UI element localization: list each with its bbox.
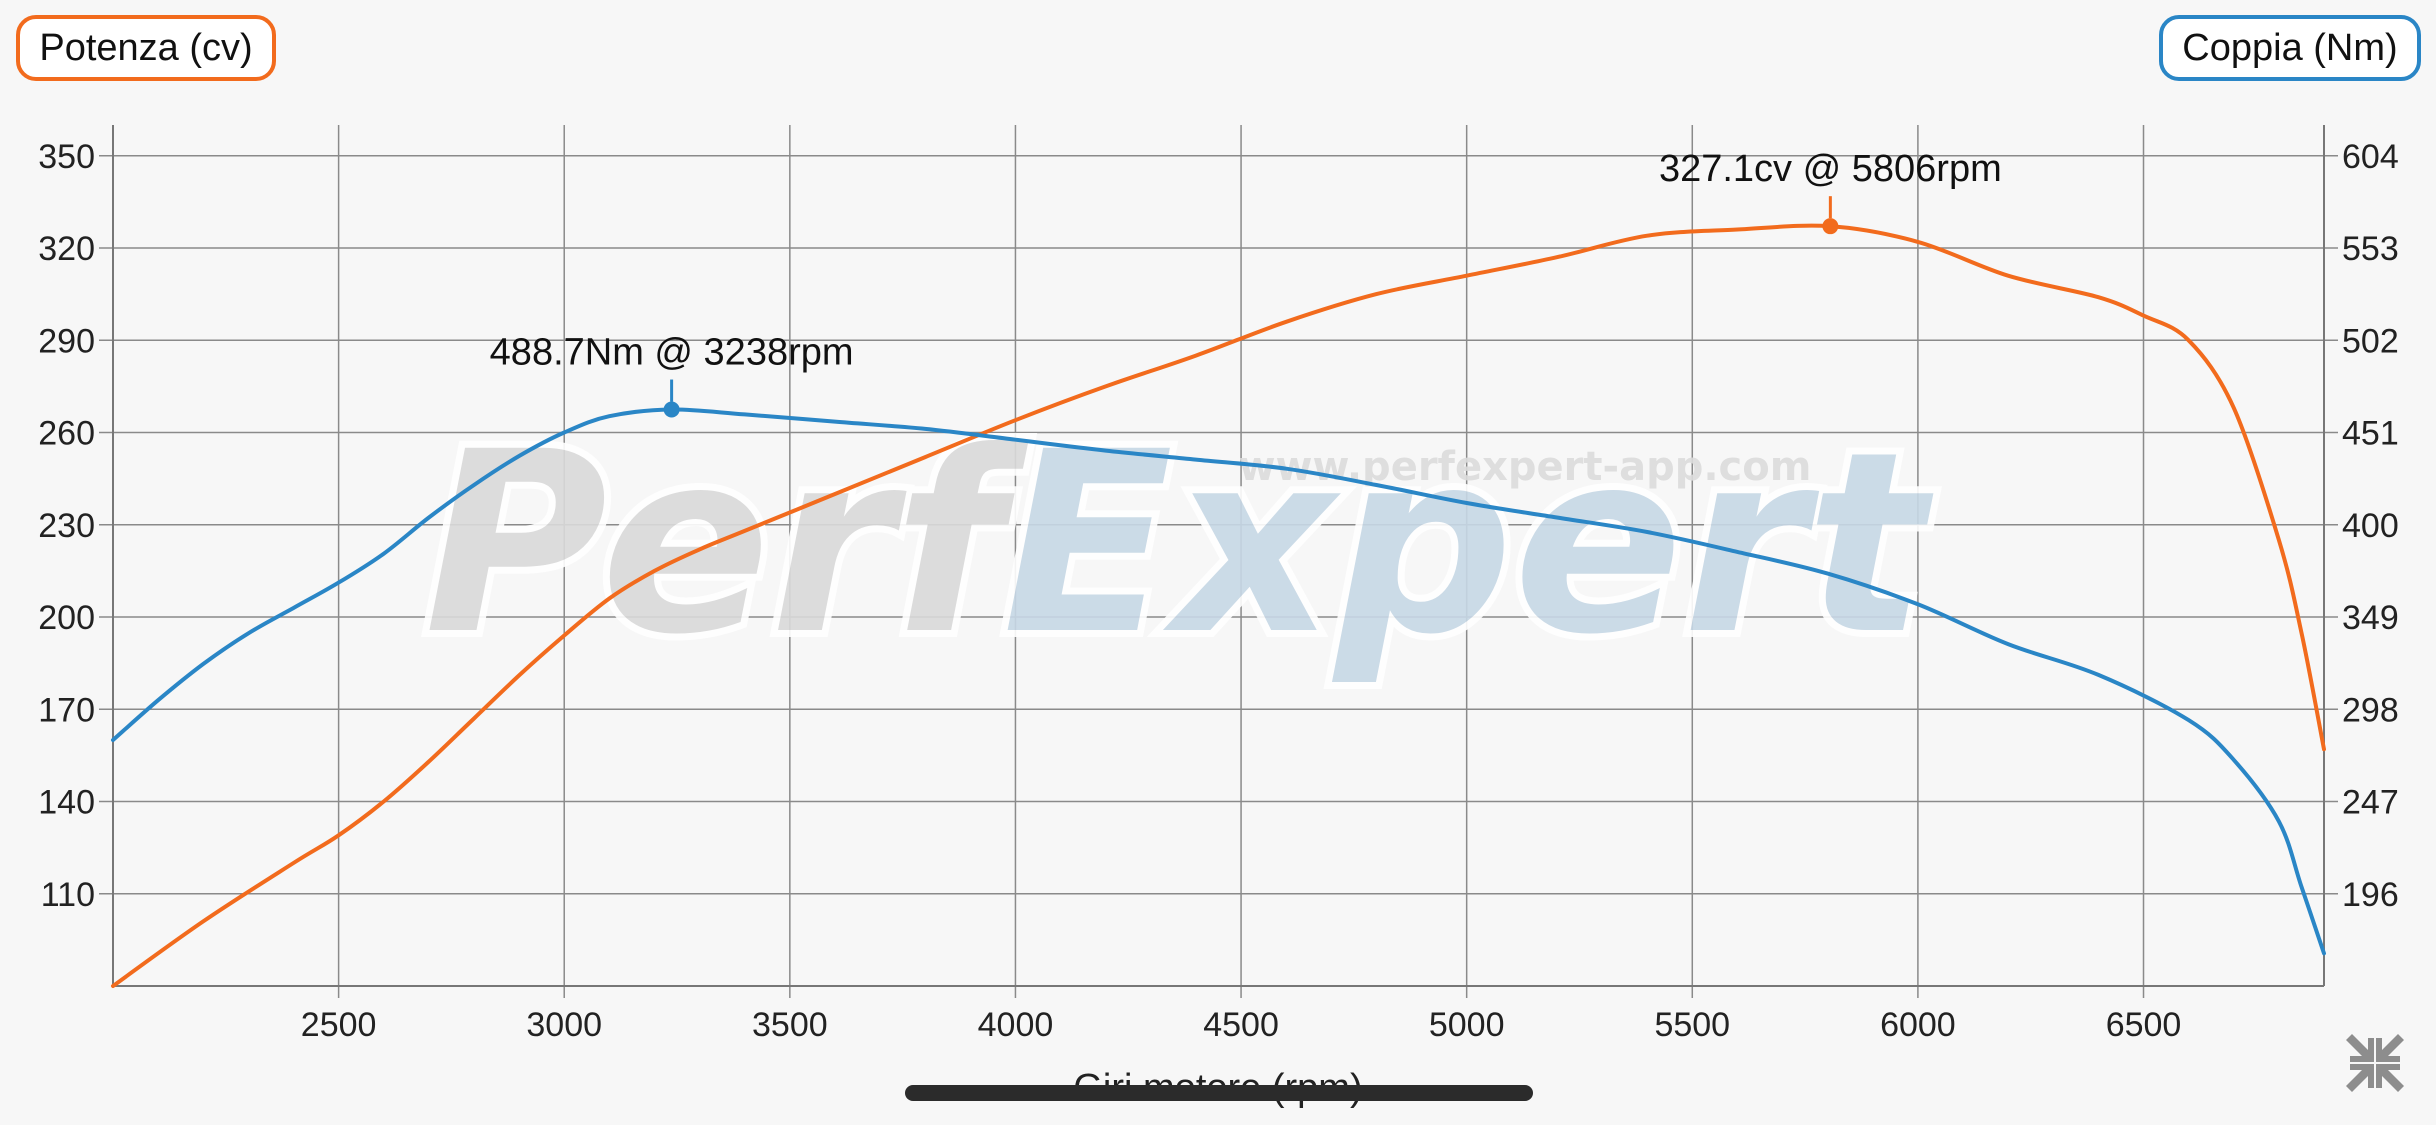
- y-right-tick-label: 298: [2342, 691, 2399, 729]
- y-right-tick-label: 451: [2342, 415, 2399, 453]
- watermark-brand: PerfExpert: [424, 398, 1934, 689]
- legend-torque-label: Coppia (Nm): [2182, 26, 2398, 69]
- y-left-tick-label: 230: [38, 507, 95, 545]
- y-left-tick-labels: 110 140 170 200 230 260 290 320 350: [38, 138, 95, 914]
- y-left-tick-label: 320: [38, 230, 95, 268]
- axes: [99, 125, 2338, 998]
- power-curve-line: [111, 223, 2326, 988]
- watermark-brand-left: Perf: [424, 398, 1029, 689]
- x-tick-label: 5000: [1429, 1006, 1505, 1044]
- y-right-tick-labels: 196 247 298 349 400 451 502 553 604: [2342, 138, 2399, 914]
- collapse-arrows-icon[interactable]: [2342, 1030, 2408, 1096]
- x-tick-label: 4000: [978, 1006, 1054, 1044]
- x-tick-labels: 2500 3000 3500 4000 4500 5000 5500 6000 6500: [301, 1006, 2182, 1044]
- power-peak-label: 327.1cv @ 5806rpm: [1659, 148, 2002, 190]
- power-peak-marker: [1822, 218, 1839, 235]
- legend-torque[interactable]: Coppia (Nm): [2159, 15, 2421, 81]
- legend-power-label: Potenza (cv): [39, 26, 253, 69]
- annotations: 488.7Nm @ 3238rpm 327.1cv @ 5806rpm: [490, 148, 2002, 418]
- y-left-tick-label: 260: [38, 415, 95, 453]
- y-left-tick-label: 140: [38, 784, 95, 822]
- legend-power[interactable]: Potenza (cv): [16, 15, 276, 81]
- y-right-tick-label: 196: [2342, 876, 2399, 914]
- y-right-tick-label: 349: [2342, 599, 2399, 637]
- y-left-tick-label: 350: [38, 138, 95, 176]
- x-tick-label: 6000: [1880, 1006, 1956, 1044]
- series-lines: [111, 223, 2326, 988]
- y-right-tick-label: 400: [2342, 507, 2399, 545]
- y-right-tick-label: 247: [2342, 784, 2399, 822]
- torque-curve-line: [111, 407, 2326, 956]
- y-left-tick-label: 200: [38, 599, 95, 637]
- x-tick-label: 3500: [752, 1006, 828, 1044]
- watermark-url: www.perfexpert-app.com: [1239, 444, 1812, 490]
- x-tick-label: 3000: [526, 1006, 602, 1044]
- x-tick-label: 5500: [1654, 1006, 1730, 1044]
- torque-peak-label: 488.7Nm @ 3238rpm: [490, 332, 854, 374]
- y-left-tick-label: 290: [38, 322, 95, 360]
- watermark-brand-right: Expert: [1002, 398, 1934, 689]
- y-right-tick-label: 553: [2342, 230, 2399, 268]
- y-left-tick-label: 110: [41, 876, 95, 914]
- x-tick-label: 6500: [2106, 1006, 2182, 1044]
- y-right-tick-label: 604: [2342, 138, 2399, 176]
- x-tick-label: 4500: [1203, 1006, 1279, 1044]
- torque-peak-marker: [663, 401, 680, 418]
- y-left-tick-label: 170: [38, 691, 95, 729]
- y-right-tick-label: 502: [2342, 322, 2399, 360]
- x-tick-label: 2500: [301, 1006, 377, 1044]
- home-indicator: [905, 1085, 1533, 1101]
- watermark: www.perfexpert-app.com PerfExpert: [417, 391, 1941, 696]
- grid: [113, 125, 2324, 986]
